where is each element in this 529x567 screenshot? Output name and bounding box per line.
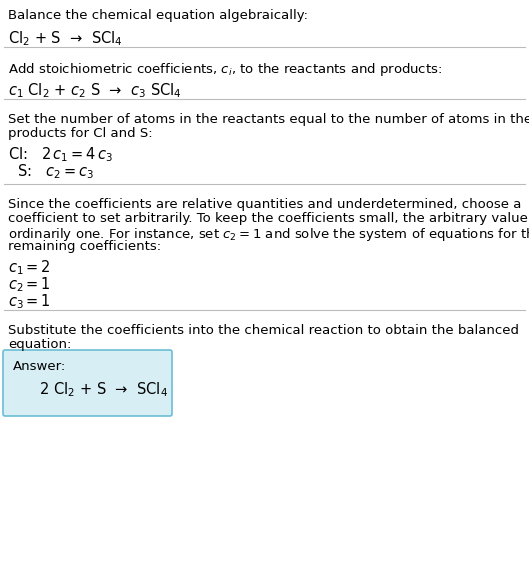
Text: Since the coefficients are relative quantities and underdetermined, choose a: Since the coefficients are relative quan…: [8, 198, 522, 211]
Text: Set the number of atoms in the reactants equal to the number of atoms in the: Set the number of atoms in the reactants…: [8, 113, 529, 126]
Text: Answer:: Answer:: [13, 360, 66, 373]
Text: ordinarily one. For instance, set $c_2 = 1$ and solve the system of equations fo: ordinarily one. For instance, set $c_2 =…: [8, 226, 529, 243]
Text: coefficient to set arbitrarily. To keep the coefficients small, the arbitrary va: coefficient to set arbitrarily. To keep …: [8, 212, 529, 225]
Text: Balance the chemical equation algebraically:: Balance the chemical equation algebraica…: [8, 9, 308, 22]
Text: S:   $c_2 = c_3$: S: $c_2 = c_3$: [8, 162, 94, 181]
Text: Cl$_2$ + S  →  SCl$_4$: Cl$_2$ + S → SCl$_4$: [8, 29, 123, 48]
Text: Substitute the coefficients into the chemical reaction to obtain the balanced: Substitute the coefficients into the che…: [8, 324, 519, 337]
Text: equation:: equation:: [8, 338, 71, 351]
Text: Cl:   $2\,c_1 = 4\,c_3$: Cl: $2\,c_1 = 4\,c_3$: [8, 145, 113, 164]
FancyBboxPatch shape: [3, 350, 172, 416]
Text: remaining coefficients:: remaining coefficients:: [8, 240, 161, 253]
Text: Add stoichiometric coefficients, $c_i$, to the reactants and products:: Add stoichiometric coefficients, $c_i$, …: [8, 61, 442, 78]
Text: $c_3 = 1$: $c_3 = 1$: [8, 292, 51, 311]
Text: products for Cl and S:: products for Cl and S:: [8, 127, 153, 140]
Text: $c_2 = 1$: $c_2 = 1$: [8, 275, 51, 294]
Text: 2 Cl$_2$ + S  →  SCl$_4$: 2 Cl$_2$ + S → SCl$_4$: [30, 380, 168, 399]
Text: $c_1 = 2$: $c_1 = 2$: [8, 258, 51, 277]
Text: $c_1$ Cl$_2$ + $c_2$ S  →  $c_3$ SCl$_4$: $c_1$ Cl$_2$ + $c_2$ S → $c_3$ SCl$_4$: [8, 81, 181, 100]
